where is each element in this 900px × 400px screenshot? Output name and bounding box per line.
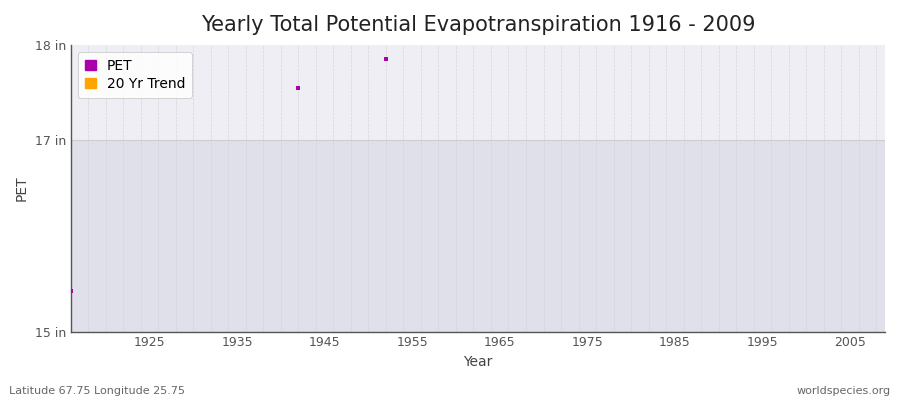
Text: worldspecies.org: worldspecies.org [796, 386, 891, 396]
Bar [71, 140, 885, 332]
X-axis label: Year: Year [464, 355, 492, 369]
Point [64, 288, 78, 295]
Y-axis label: PET: PET [15, 176, 29, 201]
Title: Yearly Total Potential Evapotranspiration 1916 - 2009: Yearly Total Potential Evapotranspiratio… [201, 15, 755, 35]
Point [379, 56, 393, 62]
Legend: PET, 20 Yr Trend: PET, 20 Yr Trend [77, 52, 193, 98]
Point [291, 85, 305, 91]
Text: Latitude 67.75 Longitude 25.75: Latitude 67.75 Longitude 25.75 [9, 386, 185, 396]
